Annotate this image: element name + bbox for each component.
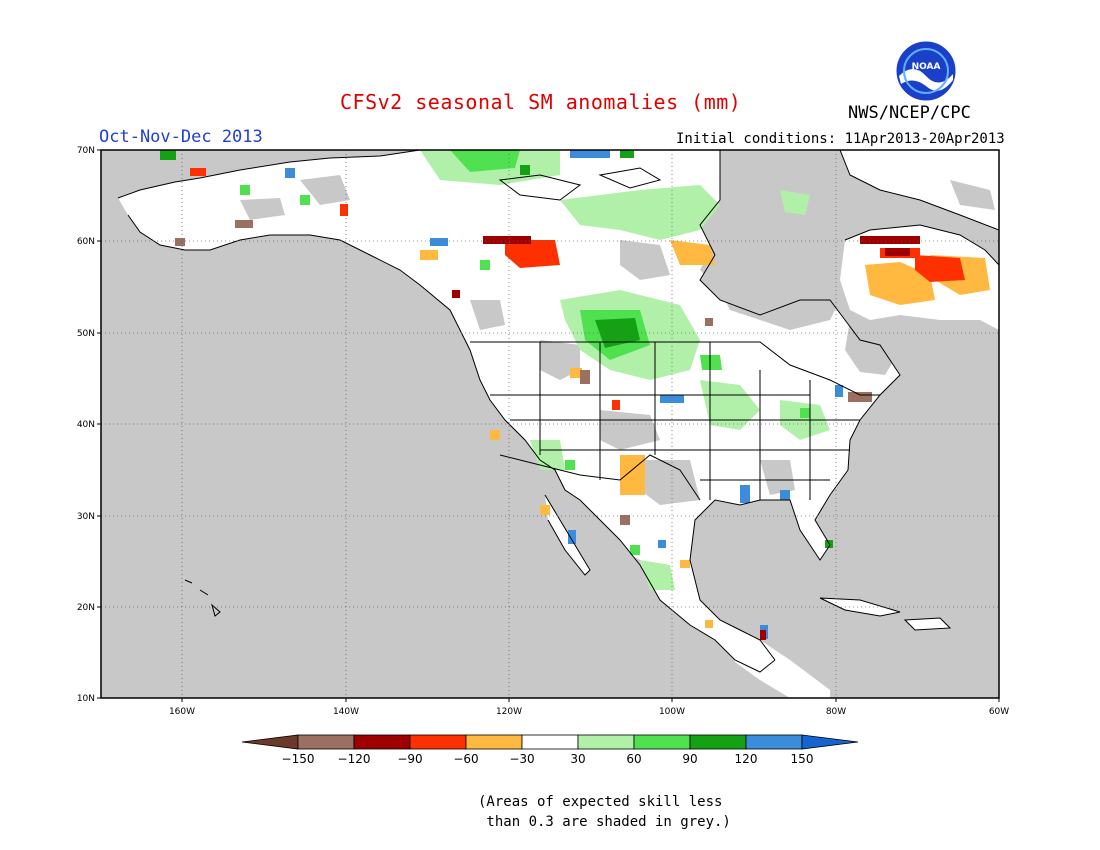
central-america-land [720, 630, 830, 698]
lat-lon-grid [101, 150, 999, 698]
greenland-land [840, 150, 999, 230]
lat-label-20: 20N [77, 603, 95, 613]
lon-label-100w: 100W [659, 707, 685, 717]
lon-label-120w: 120W [496, 707, 522, 717]
skill-note-line-1: (Areas of expected skill less [478, 794, 723, 810]
hispaniola-land [905, 618, 950, 630]
agency-label: NWS/NCEP/CPC [848, 103, 971, 123]
map-title: CFSv2 seasonal SM anomalies (mm) [340, 90, 742, 114]
initial-conditions: Initial conditions: 11Apr2013-20Apr2013 [676, 131, 1005, 147]
lat-label-40: 40N [77, 420, 95, 430]
lon-label-80w: 80W [826, 707, 846, 717]
lat-label-70: 70N [77, 146, 95, 156]
cuba-land [820, 598, 900, 616]
lon-label-160w: 160W [169, 707, 195, 717]
lon-label-60w: 60W [989, 707, 1009, 717]
noaa-logo-text: NOAA [912, 62, 941, 72]
lat-label-50: 50N [77, 329, 95, 339]
anomaly-neg90-neg120 [452, 236, 920, 640]
forecast-period: Oct-Nov-Dec 2013 [99, 127, 263, 147]
baja-california-land [545, 495, 590, 575]
skill-note: (Areas of expected skill less than 0.3 a… [478, 792, 731, 832]
lat-label-10: 10N [77, 694, 95, 704]
lat-label-30: 30N [77, 512, 95, 522]
coastlines-and-borders [117, 150, 999, 673]
skill-note-line-2: than 0.3 are shaded in grey.) [478, 814, 731, 830]
noaa-logo-icon: NOAA [895, 40, 957, 102]
lon-label-140w: 140W [333, 707, 359, 717]
anomaly-neg120-neg150 [175, 220, 872, 525]
lat-label-60: 60N [77, 237, 95, 247]
low-skill-areas [240, 175, 995, 600]
